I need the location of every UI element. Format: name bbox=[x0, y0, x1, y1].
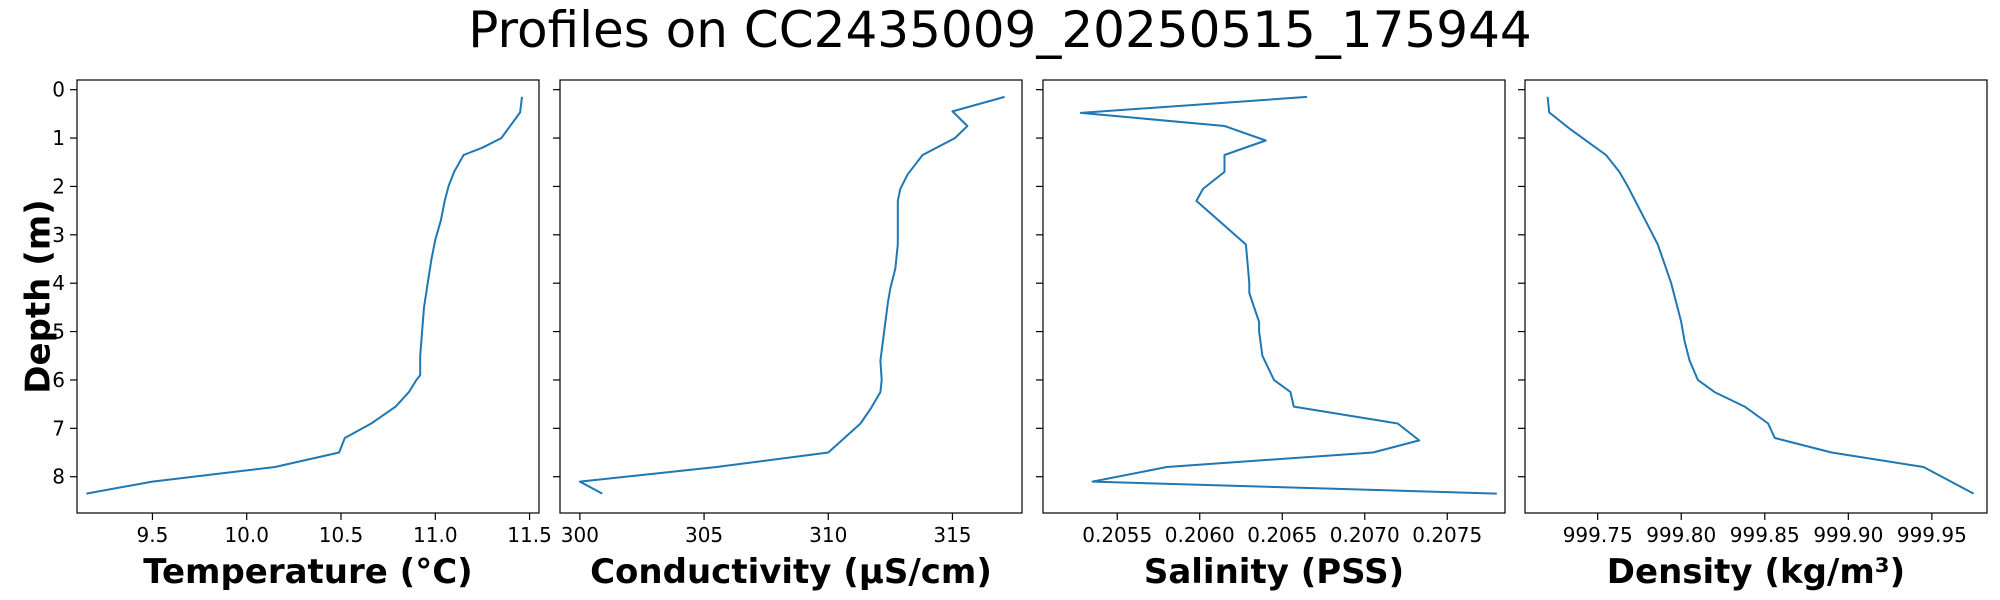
x-tick-label: 310 bbox=[809, 523, 847, 547]
y-tick-label: 1 bbox=[52, 126, 65, 150]
y-tick-label: 2 bbox=[52, 174, 65, 198]
x-axis-label: Temperature (°C) bbox=[143, 552, 472, 592]
panel-3: 0.2055 0.2060 0.2065 0.2070 0.2075 Salinity (… bbox=[1036, 79, 1506, 592]
x-tick-label: 0.2065 bbox=[1247, 523, 1317, 547]
y-tick-label: 5 bbox=[52, 320, 65, 344]
panel-2: 300 305 310 315 Conductivity (µS/cm) bbox=[553, 79, 1023, 592]
figure-title: Profiles on CC2435009_20250515_175944 bbox=[468, 1, 1531, 59]
temperature-c-profile-line bbox=[86, 96, 523, 495]
panel-1: 9.5 10.0 10.5 11.0 11.5 0 1 2 3 4 5 6 7 8 Temperature … bbox=[19, 78, 552, 592]
x-tick-label: 9.5 bbox=[137, 523, 169, 547]
x-tick-label: 999.85 bbox=[1730, 523, 1800, 547]
x-tick-label: 305 bbox=[685, 523, 723, 547]
y-tick-label: 8 bbox=[52, 465, 65, 489]
x-axis-label: Density (kg/m³) bbox=[1607, 552, 1905, 592]
x-tick-label: 999.75 bbox=[1563, 523, 1633, 547]
y-tick-label: 0 bbox=[52, 78, 65, 102]
chart-panels: 9.5 10.0 10.5 11.0 11.5 0 1 2 3 4 5 6 7 8 Temperature … bbox=[19, 78, 1988, 592]
x-axis-label: Salinity (PSS) bbox=[1144, 552, 1404, 592]
y-tick-label: 4 bbox=[52, 271, 65, 295]
x-tick-label: 300 bbox=[561, 523, 599, 547]
y-tick-label: 6 bbox=[52, 368, 65, 392]
x-axis-label: Conductivity (µS/cm) bbox=[590, 552, 992, 592]
panel-4: 999.75 999.80 999.85 999.90 999.95 Density (k… bbox=[1518, 79, 1988, 592]
x-tick-label: 0.2075 bbox=[1412, 523, 1482, 547]
x-tick-label: 10.0 bbox=[224, 523, 269, 547]
x-tick-label: 0.2060 bbox=[1165, 523, 1235, 547]
x-tick-label: 999.90 bbox=[1813, 523, 1883, 547]
x-tick-label: 315 bbox=[933, 523, 971, 547]
y-tick-label: 3 bbox=[52, 223, 65, 247]
axes-frame bbox=[1524, 79, 1988, 514]
x-tick-label: 11.0 bbox=[413, 523, 458, 547]
x-tick-label: 11.5 bbox=[507, 523, 552, 547]
x-tick-label: 999.95 bbox=[1897, 523, 1967, 547]
axes-frame bbox=[1042, 79, 1506, 514]
axes-frame bbox=[76, 79, 540, 514]
conductivity-s-cm-profile-line bbox=[578, 95, 1005, 495]
x-tick-label: 0.2070 bbox=[1330, 523, 1400, 547]
axes-frame bbox=[559, 79, 1023, 514]
x-tick-label: 10.5 bbox=[319, 523, 364, 547]
x-tick-label: 0.2055 bbox=[1082, 523, 1152, 547]
x-tick-label: 999.80 bbox=[1646, 523, 1716, 547]
density-kg-m-profile-line bbox=[1546, 96, 1975, 495]
y-tick-label: 7 bbox=[52, 416, 65, 440]
y-axis-label: Depth (m) bbox=[19, 199, 59, 393]
salinity-pss-profile-line bbox=[1079, 95, 1497, 495]
